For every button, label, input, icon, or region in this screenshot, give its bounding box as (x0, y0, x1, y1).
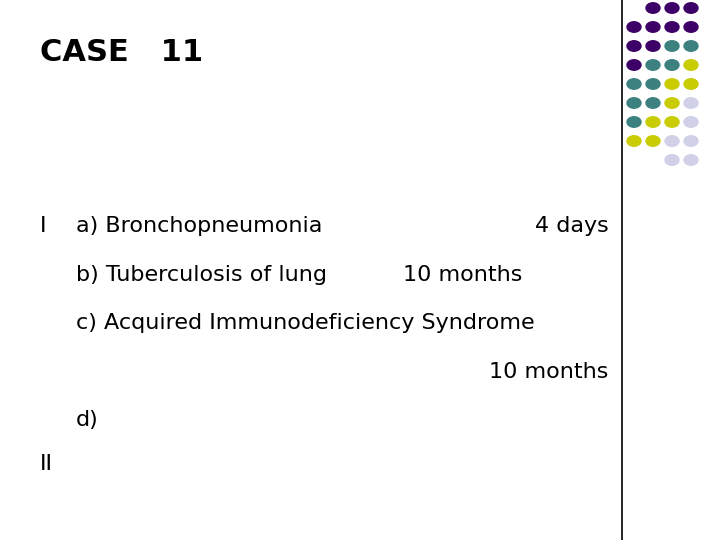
Text: 10 months: 10 months (489, 362, 608, 382)
Text: c) Acquired Immunodeficiency Syndrome: c) Acquired Immunodeficiency Syndrome (76, 313, 534, 333)
Text: I: I (40, 216, 46, 236)
Text: 4 days: 4 days (535, 216, 608, 236)
Text: CASE   11: CASE 11 (40, 38, 203, 67)
Text: a) Bronchopneumonia: a) Bronchopneumonia (76, 216, 322, 236)
Text: b) Tuberculosis of lung: b) Tuberculosis of lung (76, 265, 327, 285)
Text: 10 months: 10 months (403, 265, 523, 285)
Text: II: II (40, 454, 53, 474)
Text: d): d) (76, 410, 99, 430)
